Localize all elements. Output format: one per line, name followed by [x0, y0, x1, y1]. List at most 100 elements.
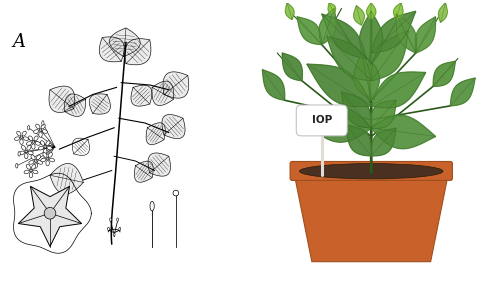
Polygon shape [438, 3, 447, 22]
Ellipse shape [38, 160, 43, 164]
Circle shape [32, 141, 34, 143]
Ellipse shape [150, 201, 154, 211]
Polygon shape [163, 72, 188, 98]
Text: IOP: IOP [312, 115, 332, 125]
Polygon shape [282, 53, 302, 81]
Polygon shape [371, 31, 408, 81]
Ellipse shape [35, 142, 40, 145]
Ellipse shape [20, 139, 23, 145]
Polygon shape [394, 3, 403, 20]
Polygon shape [319, 9, 336, 45]
Ellipse shape [43, 153, 47, 157]
Polygon shape [50, 164, 83, 194]
Polygon shape [131, 85, 152, 106]
Polygon shape [342, 92, 371, 128]
Ellipse shape [20, 151, 24, 155]
Ellipse shape [34, 130, 38, 133]
Ellipse shape [110, 218, 112, 221]
Polygon shape [162, 114, 185, 139]
Ellipse shape [26, 142, 32, 145]
Polygon shape [49, 86, 74, 112]
Polygon shape [415, 17, 436, 53]
Ellipse shape [16, 164, 18, 168]
Polygon shape [326, 36, 371, 81]
Ellipse shape [34, 136, 38, 141]
Circle shape [46, 157, 49, 160]
Ellipse shape [116, 218, 118, 221]
Ellipse shape [29, 160, 34, 164]
Ellipse shape [41, 124, 46, 129]
Ellipse shape [30, 172, 32, 178]
Ellipse shape [42, 121, 44, 125]
Ellipse shape [33, 170, 38, 174]
Ellipse shape [300, 164, 443, 179]
Ellipse shape [46, 141, 50, 145]
Ellipse shape [28, 136, 33, 141]
Polygon shape [371, 115, 436, 149]
Ellipse shape [31, 155, 35, 160]
Polygon shape [294, 176, 448, 262]
Circle shape [44, 145, 46, 148]
Circle shape [30, 169, 32, 172]
Ellipse shape [34, 163, 37, 168]
Ellipse shape [24, 170, 29, 174]
Polygon shape [297, 17, 322, 45]
Ellipse shape [32, 164, 36, 169]
Ellipse shape [119, 227, 120, 231]
Polygon shape [100, 37, 124, 62]
Polygon shape [450, 78, 475, 106]
Polygon shape [90, 94, 110, 114]
Ellipse shape [36, 155, 40, 160]
Polygon shape [322, 14, 366, 59]
Ellipse shape [28, 151, 33, 155]
Polygon shape [64, 94, 86, 116]
Polygon shape [110, 28, 140, 57]
Ellipse shape [14, 137, 20, 141]
Ellipse shape [16, 131, 21, 136]
Ellipse shape [18, 152, 21, 156]
Polygon shape [360, 11, 383, 64]
Circle shape [25, 150, 28, 153]
Ellipse shape [39, 132, 42, 137]
Ellipse shape [36, 124, 40, 129]
Ellipse shape [24, 137, 28, 141]
Polygon shape [396, 14, 416, 53]
FancyBboxPatch shape [296, 105, 347, 136]
Polygon shape [371, 100, 396, 128]
Polygon shape [146, 123, 166, 145]
Polygon shape [371, 128, 396, 156]
Ellipse shape [46, 160, 50, 166]
Ellipse shape [38, 146, 44, 150]
Ellipse shape [47, 146, 52, 150]
Ellipse shape [42, 130, 48, 133]
Polygon shape [354, 53, 380, 100]
FancyBboxPatch shape [290, 162, 452, 180]
Ellipse shape [24, 153, 28, 159]
Circle shape [34, 160, 37, 162]
Polygon shape [286, 3, 294, 20]
Ellipse shape [40, 158, 46, 162]
Polygon shape [371, 11, 416, 53]
Ellipse shape [48, 153, 52, 157]
Polygon shape [366, 3, 376, 20]
Ellipse shape [26, 164, 30, 169]
Polygon shape [125, 39, 151, 65]
Circle shape [173, 190, 178, 196]
Ellipse shape [50, 158, 54, 162]
Polygon shape [262, 70, 284, 100]
Text: A: A [12, 33, 25, 51]
Ellipse shape [40, 141, 44, 145]
Polygon shape [18, 186, 82, 247]
Ellipse shape [44, 149, 47, 154]
Polygon shape [307, 64, 371, 107]
Polygon shape [328, 3, 336, 14]
Polygon shape [371, 72, 426, 108]
Ellipse shape [32, 144, 35, 149]
Polygon shape [302, 106, 371, 142]
Ellipse shape [22, 131, 26, 136]
Polygon shape [346, 125, 372, 156]
Circle shape [20, 136, 23, 139]
Circle shape [39, 129, 42, 131]
Polygon shape [354, 6, 364, 25]
Ellipse shape [22, 145, 26, 150]
